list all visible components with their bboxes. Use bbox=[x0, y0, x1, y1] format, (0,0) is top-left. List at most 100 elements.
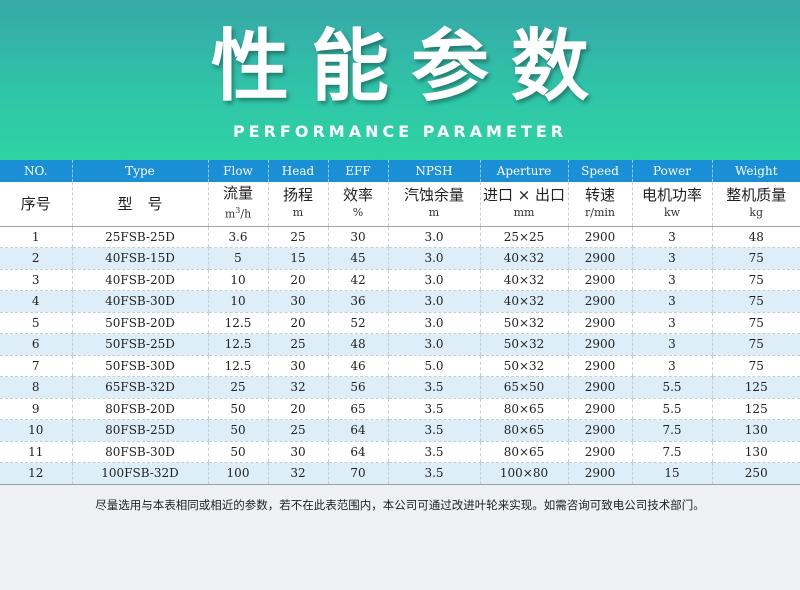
table-cell: 250 bbox=[711, 462, 800, 485]
column-header-en: Aperture bbox=[479, 160, 568, 182]
table-cell: 3.6 bbox=[207, 226, 268, 248]
table-cell: 3.0 bbox=[387, 226, 480, 248]
table-cell: 3.0 bbox=[387, 312, 480, 334]
table-cell: 80FSB-20D bbox=[71, 398, 208, 420]
table-cell: 25 bbox=[267, 226, 328, 248]
table-cell: 80FSB-30D bbox=[71, 441, 208, 463]
table-cell: 2900 bbox=[567, 376, 632, 399]
table-cell: 40FSB-20D bbox=[71, 269, 208, 291]
table-cell: 20 bbox=[267, 269, 328, 291]
column-label-cn: 汽蚀余量 bbox=[403, 185, 464, 204]
column-header-cn: 转速 r/min bbox=[567, 182, 632, 227]
page-title: 性能参数 bbox=[210, 22, 611, 112]
table-cell: 56 bbox=[327, 376, 388, 399]
table-cell: 3.5 bbox=[387, 419, 480, 442]
table-cell: 75 bbox=[711, 290, 800, 313]
table-cell: 65×50 bbox=[479, 376, 568, 399]
table-cell: 3.0 bbox=[387, 269, 480, 291]
table-row: 2 40FSB-15D 5 15 45 3.0 40×32 2900 3 75 bbox=[0, 247, 800, 270]
table-cell: 3.5 bbox=[387, 462, 480, 485]
table-cell: 75 bbox=[711, 269, 800, 291]
table-row: 1 25FSB-25D 3.6 25 30 3.0 25×25 2900 3 48 bbox=[0, 226, 800, 248]
table-cell: 75 bbox=[711, 355, 800, 377]
table-row: 7 50FSB-30D 12.5 30 46 5.0 50×32 2900 3 75 bbox=[0, 355, 800, 377]
table-cell: 50 bbox=[207, 441, 268, 463]
column-header-row-en: NO. Type Flow Head EFF NPSH Aperture Speed Power… bbox=[0, 160, 800, 182]
table-cell: 80×65 bbox=[479, 398, 568, 420]
performance-table: NO. Type Flow Head EFF NPSH Aperture Speed Power… bbox=[0, 160, 800, 485]
table-cell: 75 bbox=[711, 312, 800, 334]
column-label-cn: 进口 × 出口 bbox=[482, 185, 566, 204]
table-cell: 3.0 bbox=[387, 290, 480, 313]
table-cell: 100 bbox=[207, 462, 268, 485]
table-cell: 130 bbox=[711, 419, 800, 442]
table-cell: 25 bbox=[267, 333, 328, 356]
column-header-en: Flow bbox=[207, 160, 268, 182]
table-cell: 80FSB-25D bbox=[71, 419, 208, 442]
table-cell: 2 bbox=[0, 247, 72, 270]
table-cell: 64 bbox=[327, 441, 388, 463]
table-cell: 1 bbox=[0, 226, 72, 248]
table-cell: 2900 bbox=[567, 441, 632, 463]
table-cell: 25 bbox=[207, 376, 268, 399]
table-cell: 42 bbox=[327, 269, 388, 291]
table-cell: 15 bbox=[267, 247, 328, 270]
column-unit: kg bbox=[749, 205, 764, 219]
table-cell: 3.5 bbox=[387, 376, 480, 399]
table-cell: 3 bbox=[631, 269, 712, 291]
table-cell: 2900 bbox=[567, 462, 632, 485]
column-header-cn: 进口 × 出口 mm bbox=[479, 182, 568, 227]
header-banner: 性能参数 PERFORMANCE PARAMETER bbox=[0, 0, 800, 160]
column-header-row-cn: 序号型 号流量 m3/h 扬程 m 效率% 汽蚀余量 m 进口 × 出口 mm 转速 r/min 电机… bbox=[0, 182, 800, 227]
table-cell: 20 bbox=[267, 312, 328, 334]
column-unit: mm bbox=[513, 205, 535, 219]
table-cell: 3 bbox=[631, 247, 712, 270]
table-cell: 65 bbox=[327, 398, 388, 420]
column-header-en: Power bbox=[631, 160, 712, 182]
column-header-cn: 汽蚀余量 m bbox=[387, 182, 480, 227]
table-cell: 2900 bbox=[567, 290, 632, 313]
table-cell: 10 bbox=[207, 269, 268, 291]
table-cell: 30 bbox=[267, 355, 328, 377]
column-label-cn: 流量 bbox=[222, 183, 253, 202]
column-unit: m bbox=[292, 205, 304, 219]
column-header-cn: 序号 bbox=[0, 182, 72, 227]
table-cell: 3 bbox=[631, 312, 712, 334]
table-cell: 2900 bbox=[567, 247, 632, 270]
table-cell: 4 bbox=[0, 290, 72, 313]
table-row: 12 100FSB-32D 100 32 70 3.5 100×80 2900 15 250 bbox=[0, 462, 800, 485]
table-cell: 25×25 bbox=[479, 226, 568, 248]
column-header-cn: 电机功率 kw bbox=[631, 182, 712, 227]
page-subtitle: PERFORMANCE PARAMETER bbox=[232, 122, 568, 141]
table-cell: 30 bbox=[267, 441, 328, 463]
table-cell: 3 bbox=[631, 226, 712, 248]
table-cell: 2900 bbox=[567, 333, 632, 356]
footer-note: 尽量选用与本表相同或相近的参数，若不在此表范围内，本公司可通过改进叶轮来实现。如… bbox=[95, 498, 705, 512]
table-cell: 20 bbox=[267, 398, 328, 420]
table-cell: 12 bbox=[0, 462, 72, 485]
table-cell: 100FSB-32D bbox=[71, 462, 208, 485]
table-row: 10 80FSB-25D 50 25 64 3.5 80×65 2900 7.5 130 bbox=[0, 419, 800, 442]
table-cell: 3.0 bbox=[387, 247, 480, 270]
table-cell: 3 bbox=[631, 290, 712, 313]
column-label-cn: 电机功率 bbox=[641, 185, 702, 204]
table-cell: 2900 bbox=[567, 355, 632, 377]
table-cell: 80×65 bbox=[479, 441, 568, 463]
table-cell: 2900 bbox=[567, 398, 632, 420]
table-cell: 48 bbox=[327, 333, 388, 356]
table-cell: 64 bbox=[327, 419, 388, 442]
table-cell: 12.5 bbox=[207, 333, 268, 356]
table-row: 4 40FSB-30D 10 30 36 3.0 40×32 2900 3 75 bbox=[0, 290, 800, 313]
table-cell: 25 bbox=[267, 419, 328, 442]
table-cell: 30 bbox=[327, 226, 388, 248]
column-unit: m3/h bbox=[224, 205, 252, 221]
table-cell: 50×32 bbox=[479, 355, 568, 377]
table-cell: 12.5 bbox=[207, 312, 268, 334]
column-label-cn: 转速 bbox=[584, 185, 615, 204]
column-header-cn: 整机质量 kg bbox=[711, 182, 800, 227]
table-cell: 8 bbox=[0, 376, 72, 399]
column-header-en: Weight bbox=[711, 160, 800, 182]
table-body: 1 25FSB-25D 3.6 25 30 3.0 25×25 2900 3 48 2 40FSB-1… bbox=[0, 226, 800, 485]
table-cell: 50×32 bbox=[479, 333, 568, 356]
table-cell: 75 bbox=[711, 333, 800, 356]
